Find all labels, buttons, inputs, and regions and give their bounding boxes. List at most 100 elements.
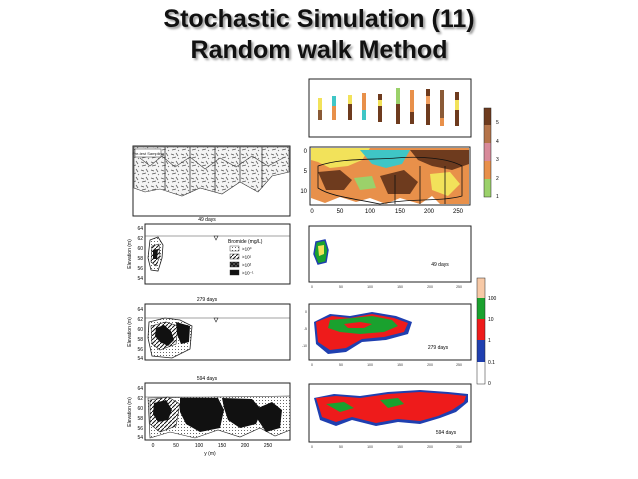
svg-text:1: 1 bbox=[496, 194, 499, 200]
right-panel-594: 594 days 0 50 100 150 200 250 bbox=[308, 383, 472, 449]
kfield-panel: 0 5 10 0 50 100 150 200 250 bbox=[300, 146, 471, 215]
left-y-axis-label-49: Elevation (m) bbox=[127, 239, 133, 269]
svg-text:150: 150 bbox=[218, 443, 227, 449]
left-time-label-49: 49 days bbox=[198, 217, 216, 223]
svg-text:0: 0 bbox=[304, 149, 308, 155]
svg-text:54: 54 bbox=[137, 435, 143, 441]
svg-text:50: 50 bbox=[337, 209, 344, 215]
slide-title: Stochastic Simulation (11) Random walk M… bbox=[0, 4, 638, 66]
svg-text:>10⁰: >10⁰ bbox=[242, 247, 252, 252]
svg-text:50: 50 bbox=[339, 445, 343, 449]
svg-text:200: 200 bbox=[427, 285, 433, 289]
right-time-label-279: 279 days bbox=[428, 345, 449, 351]
svg-text:0: 0 bbox=[152, 443, 155, 449]
svg-text:60: 60 bbox=[137, 246, 143, 252]
right-time-label-49: 49 days bbox=[431, 262, 449, 268]
svg-text:0: 0 bbox=[311, 363, 313, 367]
svg-text:54: 54 bbox=[137, 276, 143, 282]
svg-text:50: 50 bbox=[339, 363, 343, 367]
svg-text:100: 100 bbox=[195, 443, 204, 449]
svg-text:0: 0 bbox=[311, 285, 313, 289]
svg-text:50: 50 bbox=[339, 285, 343, 289]
svg-text:100: 100 bbox=[365, 209, 376, 215]
right-panel-49: 49 days 0 50 100 150 200 250 bbox=[308, 225, 472, 289]
title-line-1: Stochastic Simulation (11) bbox=[163, 5, 475, 33]
svg-text:200: 200 bbox=[427, 363, 433, 367]
svg-text:250: 250 bbox=[456, 363, 462, 367]
svg-text:3: 3 bbox=[496, 157, 499, 163]
svg-text:150: 150 bbox=[397, 285, 403, 289]
svg-text:100: 100 bbox=[367, 445, 373, 449]
left-y-axis-label-594: Elevation (m) bbox=[127, 397, 133, 427]
svg-text:58: 58 bbox=[137, 256, 143, 262]
svg-text:58: 58 bbox=[137, 337, 143, 343]
svg-text:60: 60 bbox=[137, 327, 143, 333]
svg-text:250: 250 bbox=[456, 285, 462, 289]
svg-text:100: 100 bbox=[367, 363, 373, 367]
svg-text:54: 54 bbox=[137, 356, 143, 362]
left-panel-594: 594 days 64 62 60 58 56 54 Elevation (m)… bbox=[127, 376, 291, 457]
left-x-axis-label: y (m) bbox=[204, 451, 216, 457]
svg-text:>10¹: >10¹ bbox=[242, 255, 252, 260]
left-x-ticks: 0 50 100 150 200 250 bbox=[152, 443, 273, 449]
svg-text:64: 64 bbox=[137, 307, 143, 313]
svg-text:Bromide (mg/L): Bromide (mg/L) bbox=[228, 239, 263, 245]
svg-text:56: 56 bbox=[137, 426, 143, 432]
svg-text:0.1: 0.1 bbox=[488, 360, 495, 366]
left-y-ticks-279: 64 62 60 58 56 54 bbox=[137, 307, 143, 362]
left-panel-49: 49 days Bromide (mg/L) >10⁰ >10¹ >10² >1… bbox=[127, 217, 291, 285]
svg-text:64: 64 bbox=[137, 226, 143, 232]
left-panel-279: 279 days 64 62 60 58 56 54 Elevation (m) bbox=[127, 297, 291, 362]
borehole-columns bbox=[318, 88, 459, 126]
svg-text:10: 10 bbox=[488, 317, 494, 323]
svg-text:150: 150 bbox=[397, 363, 403, 367]
svg-text:56: 56 bbox=[137, 347, 143, 353]
svg-text:50: 50 bbox=[173, 443, 179, 449]
svg-text:0: 0 bbox=[488, 381, 491, 387]
bromide-legend: Bromide (mg/L) >10⁰ >10¹ >10² >10⁻¹ bbox=[228, 239, 263, 276]
svg-text:200: 200 bbox=[424, 209, 435, 215]
svg-text:100: 100 bbox=[367, 285, 373, 289]
svg-text:100: 100 bbox=[488, 296, 497, 302]
svg-text:0: 0 bbox=[311, 445, 313, 449]
svg-text:-10: -10 bbox=[302, 344, 307, 348]
svg-text:5: 5 bbox=[496, 120, 499, 126]
svg-text:5: 5 bbox=[304, 169, 308, 175]
left-y-axis-label-279: Elevation (m) bbox=[127, 317, 133, 347]
svg-text:>10²: >10² bbox=[242, 263, 252, 268]
svg-text:150: 150 bbox=[397, 445, 403, 449]
water-table-marker bbox=[213, 235, 219, 241]
svg-text:62: 62 bbox=[137, 317, 143, 323]
svg-text:10: 10 bbox=[300, 189, 307, 195]
field-cross-section: Pre-test Sampling bbox=[132, 145, 291, 217]
kfield-colorbar: 5 4 3 2 1 bbox=[483, 107, 499, 200]
svg-text:62: 62 bbox=[137, 236, 143, 242]
sampling-region bbox=[133, 146, 290, 197]
svg-text:200: 200 bbox=[427, 445, 433, 449]
svg-text:0: 0 bbox=[305, 310, 307, 314]
svg-text:4: 4 bbox=[496, 139, 499, 145]
svg-text:58: 58 bbox=[137, 416, 143, 422]
left-time-label-279: 279 days bbox=[197, 297, 218, 303]
svg-text:1: 1 bbox=[488, 338, 491, 344]
svg-text:0: 0 bbox=[310, 209, 314, 215]
section-label: Pre-test Sampling bbox=[132, 151, 164, 156]
svg-text:200: 200 bbox=[241, 443, 250, 449]
left-y-ticks-49: 64 62 60 58 56 54 bbox=[137, 226, 143, 282]
svg-text:2: 2 bbox=[496, 176, 499, 182]
svg-text:60: 60 bbox=[137, 406, 143, 412]
svg-text:>10⁻¹: >10⁻¹ bbox=[242, 271, 254, 276]
svg-text:62: 62 bbox=[137, 396, 143, 402]
right-time-label-594: 594 days bbox=[436, 430, 457, 436]
svg-text:150: 150 bbox=[395, 209, 406, 215]
svg-text:-5: -5 bbox=[304, 327, 307, 331]
sampling-wells bbox=[164, 147, 263, 193]
borehole-columns-panel bbox=[308, 78, 472, 138]
svg-text:56: 56 bbox=[137, 266, 143, 272]
concentration-colorbar: 100 10 1 0.1 0 bbox=[476, 277, 497, 387]
left-y-ticks-594: 64 62 60 58 56 54 bbox=[137, 386, 143, 441]
svg-text:64: 64 bbox=[137, 386, 143, 392]
left-time-label-594: 594 days bbox=[197, 376, 218, 382]
water-table-marker bbox=[213, 317, 219, 323]
